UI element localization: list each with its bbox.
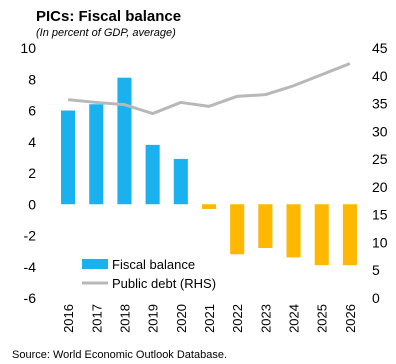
public-debt-line [67,62,351,116]
legend-swatch-fiscal-balance [82,259,108,269]
x-tick-label: 2025 [315,304,330,333]
right-tick-label: 35 [372,96,388,112]
x-tick-label: 2017 [89,304,104,333]
x-tick-label: 2024 [287,304,302,333]
x-tick-label: 2018 [117,304,132,333]
fiscal-balance-bar [89,104,104,205]
x-tick-label: 2023 [258,304,273,333]
x-tick-label: 2016 [61,304,76,333]
x-tick-label: 2019 [146,304,161,333]
fiscal-balance-bar [286,204,301,258]
right-tick-label: 5 [372,262,380,278]
legend-label-public-debt: Public debt (RHS) [112,276,216,291]
right-tick-label: 25 [372,151,388,167]
x-tick-label: 2022 [230,304,245,333]
fiscal-balance-bars [61,77,357,266]
right-tick-label: 10 [372,234,388,250]
left-axis-ticks: 10 8 6 4 2 0 -2 -4 -6 [20,40,36,306]
fiscal-balance-bar [117,77,132,205]
right-tick-label: 45 [372,40,388,56]
right-tick-label: 0 [372,290,380,306]
fiscal-balance-bar [173,158,188,205]
public-debt-series-line [67,62,351,116]
left-tick-label: 6 [28,103,36,119]
right-tick-label: 30 [372,123,388,139]
fiscal-balance-bar [258,204,273,248]
x-tick-label: 2020 [174,304,189,333]
left-tick-label: -2 [24,228,37,244]
x-axis-ticks: 2016 2017 2018 2019 2020 2021 2022 2023 2024 2025… [61,304,358,333]
right-tick-label: 20 [372,179,388,195]
left-tick-label: 2 [28,165,36,181]
right-tick-label: 15 [372,207,388,223]
left-tick-label: -4 [24,259,37,275]
legend: Fiscal balance Public debt (RHS) [82,257,216,291]
chart-subtitle: (In percent of GDP, average) [36,27,176,39]
fiscal-balance-bar [61,110,76,205]
x-tick-label: 2026 [343,304,358,333]
fiscal-balance-bar [145,144,160,205]
chart-title: PICs: Fiscal balance [36,8,181,25]
left-tick-label: -6 [24,290,37,306]
source-note: Source: World Economic Outlook Database. [12,349,227,361]
right-tick-label: 40 [372,68,388,84]
x-tick-label: 2021 [202,304,217,333]
left-tick-label: 4 [28,134,36,150]
fiscal-balance-bar [314,204,329,266]
left-tick-label: 0 [28,196,36,212]
right-axis-ticks: 45 40 35 30 25 20 15 10 5 0 [372,40,388,306]
legend-label-fiscal-balance: Fiscal balance [112,257,195,272]
fiscal-balance-bar [201,204,217,209]
left-tick-label: 10 [20,40,36,56]
left-tick-label: 8 [28,71,36,87]
fiscal-balance-bar [342,204,357,266]
fiscal-balance-bar [230,204,245,255]
